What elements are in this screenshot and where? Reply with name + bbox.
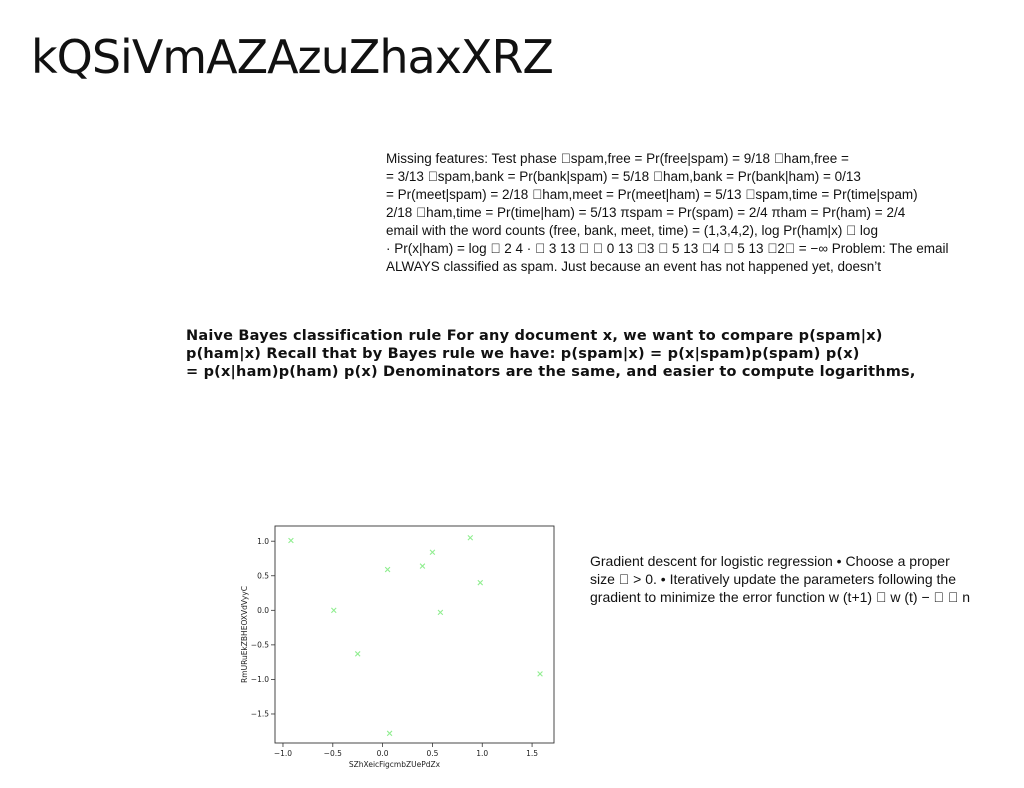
plot-frame bbox=[274, 525, 555, 744]
x-tick-label: 0.5 bbox=[426, 749, 438, 758]
text-line: Naive Bayes classification rule For any … bbox=[186, 328, 883, 344]
y-axis-label: RmURuEkZBHEOXVdVyyC bbox=[240, 586, 249, 683]
data-point bbox=[467, 534, 474, 541]
text-line: = 3/13  spam,bank = Pr(bank|spam) = 5/18… bbox=[386, 169, 861, 184]
x-axis-label: SZhXeicFigcmbZUePdZx bbox=[349, 760, 441, 769]
text-line: = p(x|ham)p(ham) p(x) Denominators are t… bbox=[186, 364, 916, 380]
text-line: size   > 0. • Iteratively update the par… bbox=[590, 571, 956, 587]
naive-bayes-text: Naive Bayes classification rule For any … bbox=[186, 327, 916, 381]
data-point bbox=[537, 671, 543, 677]
text-line: ALWAYS classified as spam. Just because … bbox=[386, 259, 882, 274]
x-tick-label: 1.0 bbox=[476, 749, 488, 758]
data-point bbox=[331, 607, 337, 614]
x-tick-label: −1.0 bbox=[274, 749, 292, 758]
data-point bbox=[477, 579, 484, 586]
text-line: · Pr(x|ham) = log   2 4 ·   3 13     0 1… bbox=[386, 241, 949, 256]
text-line: email with the word counts (free, bank, … bbox=[386, 223, 878, 238]
data-point bbox=[384, 566, 391, 573]
y-tick-label: 1.0 bbox=[257, 537, 269, 546]
y-tick-label: −1.0 bbox=[251, 675, 269, 684]
y-tick-label: −0.5 bbox=[251, 641, 269, 650]
gradient-descent-text: Gradient descent for logistic regression… bbox=[590, 552, 970, 606]
x-tick-label: 0.0 bbox=[377, 749, 389, 758]
data-point bbox=[419, 563, 426, 569]
text-line: = Pr(meet|spam) = 2/18  ham,meet = Pr(me… bbox=[386, 187, 918, 202]
missing-features-text: Missing features: Test phase  spam,free … bbox=[386, 150, 1022, 276]
data-point bbox=[437, 609, 444, 616]
y-tick-label: 0.0 bbox=[257, 606, 269, 615]
text-line: 2/18  ham,time = Pr(time|ham) = 5/13 πsp… bbox=[386, 205, 906, 220]
x-tick-label: −0.5 bbox=[324, 749, 342, 758]
data-point bbox=[288, 537, 294, 544]
text-line: Gradient descent for logistic regression… bbox=[590, 553, 950, 569]
scatter-plot: −1.0 −0.5 0.0 0.5 1.0 1.5 1.0 0.5 0.0 −0.5 −1.0 −1.… bbox=[240, 525, 555, 769]
text-line: p(ham|x) Recall that by Bayes rule we ha… bbox=[186, 346, 860, 362]
x-tick-label: 1.5 bbox=[526, 749, 538, 758]
text-line: gradient to minimize the error function … bbox=[590, 589, 971, 605]
data-point bbox=[354, 651, 361, 657]
data-point bbox=[429, 549, 436, 556]
page-title: kQSiVmAZAzuZhaxXRZ bbox=[31, 30, 554, 84]
text-line: Missing features: Test phase  spam,free … bbox=[386, 151, 849, 166]
data-point bbox=[386, 730, 393, 737]
y-tick-label: −1.5 bbox=[251, 710, 269, 719]
y-tick-label: 0.5 bbox=[257, 571, 269, 580]
